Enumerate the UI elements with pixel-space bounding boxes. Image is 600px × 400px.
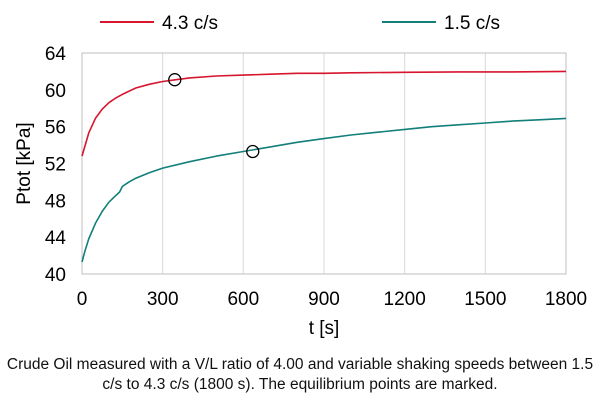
series-lines xyxy=(81,70,567,263)
plot-frame xyxy=(81,52,567,275)
x-tick-label: 300 xyxy=(147,289,179,310)
x-tick-label: 0 xyxy=(77,289,88,310)
y-tick-label: 52 xyxy=(45,155,66,176)
figure-caption: Crude Oil measured with a V/L ratio of 4… xyxy=(6,356,594,393)
y-tick-label: 40 xyxy=(45,265,66,286)
y-tick-label: 48 xyxy=(45,191,66,212)
series-line-1 xyxy=(81,117,567,263)
y-axis-label: Ptot [kPa] xyxy=(14,122,35,204)
series-line-0 xyxy=(81,70,567,157)
equilibrium-markers xyxy=(168,73,260,159)
y-tick-label: 56 xyxy=(45,118,66,139)
legend-label: 4.3 c/s xyxy=(162,13,218,34)
y-tick-label: 44 xyxy=(45,228,67,249)
y-tick-label: 60 xyxy=(45,81,66,102)
x-tick-label: 600 xyxy=(227,289,259,310)
x-tick-label: 1800 xyxy=(545,289,587,310)
legend-label: 1.5 c/s xyxy=(444,13,500,34)
x-tick-label: 1500 xyxy=(464,289,506,310)
tick-labels: 0 300 600 900 1200 1500 1800 40 44 48 52 56 60 64 xyxy=(45,44,587,310)
x-tick-label: 900 xyxy=(308,289,340,310)
equilibrium-marker xyxy=(246,144,260,159)
axes xyxy=(81,52,567,275)
y-tick-label: 64 xyxy=(45,44,67,65)
grid-lines xyxy=(81,53,567,274)
x-axis-label: t [s] xyxy=(309,318,340,339)
x-tick-label: 1200 xyxy=(384,289,426,310)
line-chart: 0 300 600 900 1200 1500 1800 40 44 48 52 56 60 64 t [… xyxy=(14,13,587,339)
legend: 4.3 c/s 1.5 c/s xyxy=(100,13,500,34)
equilibrium-marker xyxy=(168,73,182,87)
